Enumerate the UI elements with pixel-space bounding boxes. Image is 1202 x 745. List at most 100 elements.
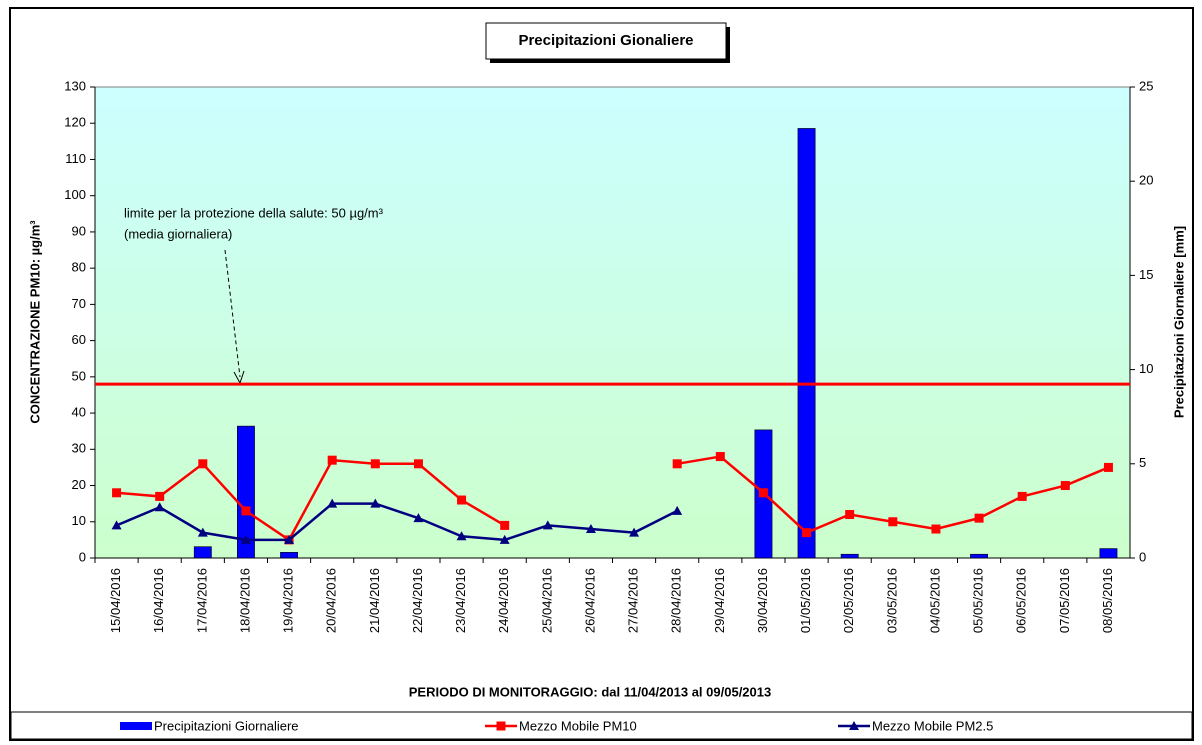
chart-title: Precipitazioni Gionaliere (518, 32, 693, 49)
annotation: limite per la protezione della salute: 5… (124, 205, 384, 220)
x-tick-label: 27/04/2016 (626, 568, 641, 633)
y-tick-label: 130 (64, 78, 86, 93)
x-tick-label: 01/05/2016 (798, 568, 813, 633)
x-tick-label: 15/04/2016 (108, 568, 123, 633)
marker (845, 510, 855, 520)
marker (585, 524, 596, 534)
marker (457, 495, 467, 505)
y2-axis-label: Precipitazioni Giornaliere [mm] (1171, 226, 1186, 418)
x-tick-label: 22/04/2016 (410, 568, 425, 633)
marker (370, 498, 381, 508)
marker (672, 459, 682, 469)
y-tick-label: 0 (79, 549, 86, 564)
marker (1060, 481, 1070, 491)
marker (849, 721, 859, 730)
legend-label: Mezzo Mobile PM2.5 (872, 718, 993, 733)
y-tick-label: 30 (72, 441, 86, 456)
marker (284, 534, 295, 544)
y-tick-label: 110 (65, 151, 86, 166)
x-tick-label: 17/04/2016 (194, 568, 209, 633)
legend-label: Precipitazioni Giornaliere (154, 718, 299, 733)
y-tick-label: 50 (72, 368, 86, 383)
legend (10, 711, 1193, 740)
marker (112, 488, 122, 498)
x-tick-label: 21/04/2016 (367, 568, 382, 633)
x-tick-label: 02/05/2016 (841, 568, 856, 633)
y2-tick-label: 20 (1139, 173, 1153, 188)
bar (840, 553, 859, 559)
marker (1017, 491, 1027, 501)
x-tick-label: 07/05/2016 (1057, 568, 1072, 633)
plot-area (94, 86, 1131, 559)
annotation-arrow (224, 249, 241, 378)
x-axis-label: PERIODO DI MONITORAGGIO: dal 11/04/2013 … (409, 684, 771, 699)
y2-tick-label: 25 (1139, 78, 1153, 93)
y2-tick-label: 0 (1139, 549, 1146, 564)
marker (111, 520, 122, 530)
y-tick-label: 10 (72, 513, 86, 528)
y-tick-label: 40 (72, 405, 86, 420)
marker (197, 527, 208, 537)
bar (280, 552, 298, 559)
y-tick-label: 80 (72, 260, 86, 275)
x-tick-label: 04/05/2016 (927, 568, 942, 633)
marker (413, 513, 424, 523)
x-tick-label: 19/04/2016 (281, 568, 296, 633)
x-tick-label: 24/04/2016 (496, 568, 511, 633)
bar (970, 553, 988, 559)
x-tick-label: 29/04/2016 (712, 568, 727, 633)
marker (155, 491, 165, 501)
marker (456, 531, 467, 541)
x-tick-label: 06/05/2016 (1014, 568, 1029, 633)
marker (672, 505, 683, 515)
marker (370, 459, 380, 469)
x-tick-label: 26/04/2016 (582, 568, 597, 633)
x-tick-label: 28/04/2016 (669, 568, 684, 633)
marker (715, 452, 725, 462)
marker (500, 520, 510, 530)
marker (758, 488, 768, 498)
marker (888, 517, 898, 527)
bar (1099, 548, 1118, 559)
title-box (485, 22, 727, 60)
marker (499, 534, 510, 544)
y-tick-label: 60 (72, 332, 86, 347)
x-tick-label: 03/05/2016 (884, 568, 899, 633)
line-series (116, 502, 678, 542)
x-tick-label: 30/04/2016 (755, 568, 770, 633)
y2-tick-label: 15 (1139, 267, 1153, 282)
marker (327, 498, 338, 508)
y-tick-label: 100 (64, 187, 86, 202)
marker (240, 534, 251, 544)
y-tick-label: 120 (64, 115, 86, 130)
marker (974, 513, 984, 523)
bar (237, 425, 255, 559)
marker (1103, 462, 1113, 472)
marker (241, 506, 251, 516)
y2-tick-label: 5 (1139, 455, 1146, 470)
annotation: (media giornaliera) (124, 226, 232, 241)
legend-swatch (120, 722, 152, 730)
marker (496, 721, 506, 731)
bar (797, 128, 816, 559)
marker (542, 520, 553, 530)
bar (193, 546, 212, 559)
x-tick-label: 08/05/2016 (1100, 568, 1115, 633)
y-axis-label: CONCENTRAZIONE PM10: µg/m³ (27, 220, 42, 424)
x-tick-label: 23/04/2016 (453, 568, 468, 633)
marker (327, 455, 337, 465)
marker (629, 527, 640, 537)
x-tick-label: 16/04/2016 (151, 568, 166, 633)
y-tick-label: 70 (72, 296, 86, 311)
y2-tick-label: 10 (1139, 361, 1153, 376)
x-tick-label: 18/04/2016 (237, 568, 252, 633)
x-tick-label: 05/05/2016 (971, 568, 986, 633)
marker (154, 502, 165, 512)
y-tick-label: 90 (72, 223, 86, 238)
marker (198, 459, 208, 469)
marker (802, 528, 812, 538)
marker (413, 459, 423, 469)
legend-label: Mezzo Mobile PM10 (519, 718, 637, 733)
marker (931, 524, 941, 534)
